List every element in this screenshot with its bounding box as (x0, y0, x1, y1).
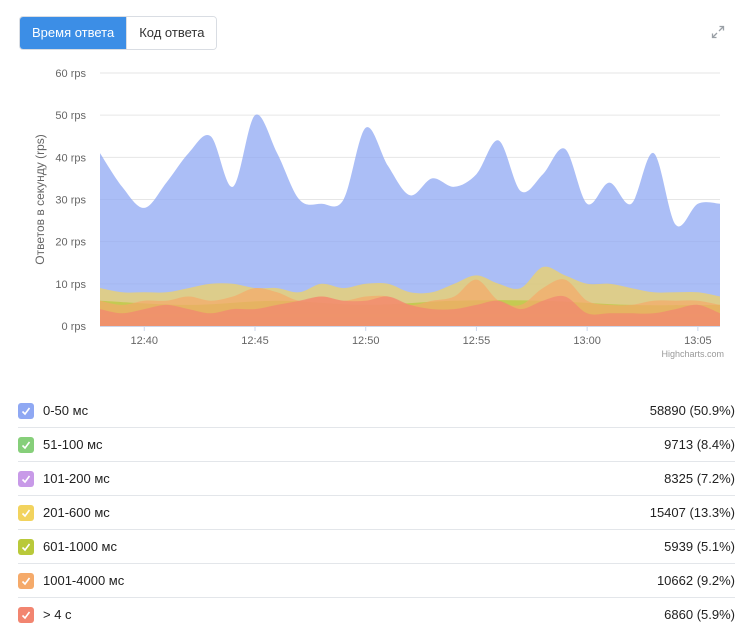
legend-row-0-50: 0-50 мс 58890 (50.9%) (18, 394, 735, 428)
series-area-0 (100, 114, 720, 327)
y-tick-label: 0 rps (62, 321, 87, 333)
legend-checkbox[interactable] (18, 539, 34, 555)
legend-row-201-600: 201-600 мс 15407 (13.3%) (18, 496, 735, 530)
tab-group: Время ответа Код ответа (19, 16, 218, 50)
expand-icon[interactable] (711, 25, 725, 39)
check-icon (21, 441, 31, 450)
legend-value: 6860 (5.9%) (664, 607, 735, 622)
highcharts-credits: Highcharts.com (661, 349, 724, 359)
legend-row-101-200: 101-200 мс 8325 (7.2%) (18, 462, 735, 496)
y-tick-label: 50 rps (55, 110, 86, 122)
legend-row-51-100: 51-100 мс 9713 (8.4%) (18, 428, 735, 462)
legend-checkbox[interactable] (18, 505, 34, 521)
legend-row-over-4s: > 4 с 6860 (5.9%) (18, 598, 735, 631)
x-tick-label: 12:40 (131, 335, 159, 347)
legend-checkbox[interactable] (18, 403, 34, 419)
x-tick-label: 12:50 (352, 335, 380, 347)
y-tick-label: 60 rps (55, 68, 86, 80)
check-icon (21, 407, 31, 416)
x-tick-label: 12:55 (463, 335, 491, 347)
legend-value: 15407 (13.3%) (649, 505, 735, 520)
legend-value: 58890 (50.9%) (649, 403, 735, 418)
y-tick-label: 10 rps (55, 279, 86, 291)
tab-response-code[interactable]: Код ответа (126, 17, 217, 49)
response-time-chart: 0 rps 10 rps 20 rps 30 rps 40 rps 50 rps 60 rp… (33, 68, 724, 359)
legend-value: 9713 (8.4%) (664, 437, 735, 452)
legend-row-1001-4000: 1001-4000 мс 10662 (9.2%) (18, 564, 735, 598)
x-tick-label: 12:45 (241, 335, 269, 347)
legend-checkbox[interactable] (18, 471, 34, 487)
y-tick-label: 30 rps (55, 195, 86, 207)
check-icon (21, 611, 31, 620)
check-icon (21, 543, 31, 552)
legend-checkbox[interactable] (18, 437, 34, 453)
check-icon (21, 509, 31, 518)
y-tick-label: 40 rps (55, 152, 86, 164)
legend-table: 0-50 мс 58890 (50.9%) 51-100 мс 9713 (8.… (18, 394, 735, 631)
legend-label: 101-200 мс (43, 471, 110, 486)
y-tick-label: 20 rps (55, 237, 86, 249)
legend-row-601-1000: 601-1000 мс 5939 (5.1%) (18, 530, 735, 564)
check-icon (21, 475, 31, 484)
legend-label: 0-50 мс (43, 403, 89, 418)
legend-label: 601-1000 мс (43, 539, 117, 554)
legend-label: > 4 с (43, 607, 72, 622)
legend-label: 51-100 мс (43, 437, 103, 452)
legend-label: 201-600 мс (43, 505, 110, 520)
legend-value: 8325 (7.2%) (664, 471, 735, 486)
check-icon (21, 577, 31, 586)
legend-checkbox[interactable] (18, 607, 34, 623)
legend-checkbox[interactable] (18, 573, 34, 589)
x-tick-label: 13:05 (684, 335, 712, 347)
x-tick-label: 13:00 (573, 335, 601, 347)
tab-response-time[interactable]: Время ответа (20, 17, 127, 49)
legend-value: 10662 (9.2%) (656, 573, 735, 588)
legend-value: 5939 (5.1%) (664, 539, 735, 554)
y-axis-title: Ответов в секунду (rps) (33, 134, 47, 264)
legend-label: 1001-4000 мс (43, 573, 125, 588)
series-area-6 (100, 295, 720, 326)
